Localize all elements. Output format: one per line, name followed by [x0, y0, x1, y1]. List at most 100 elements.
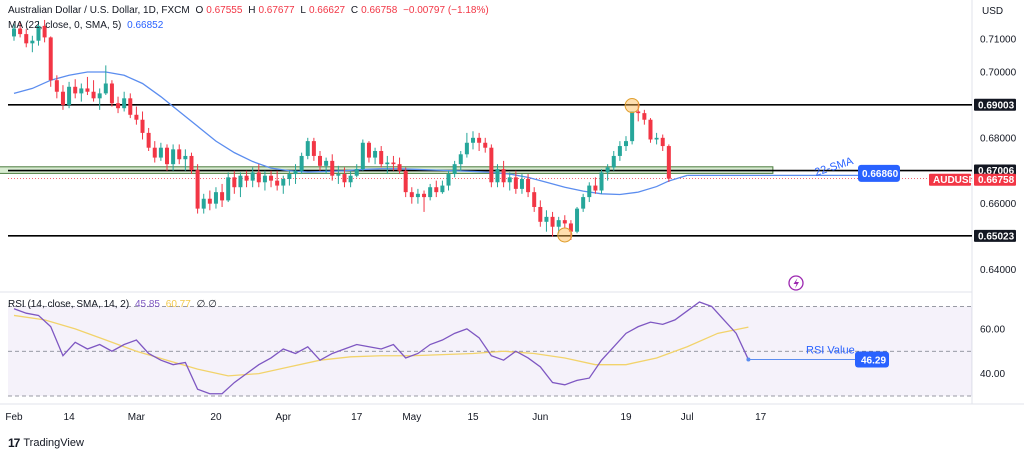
price-label-text: 0.65023: [978, 231, 1015, 242]
brand[interactable]: 17 TradingView: [8, 436, 84, 450]
chart: 0.710000.700000.690000.680000.670000.660…: [0, 0, 1024, 423]
y-tick-label: 0.64000: [980, 265, 1017, 276]
price-label-bg: [974, 164, 1016, 177]
candle-body: [116, 103, 121, 109]
rsi-line: [13, 301, 749, 395]
highlight-circle: [557, 227, 573, 243]
candle-body: [146, 132, 151, 148]
candle-body: [379, 151, 384, 165]
candle-body: [30, 40, 35, 44]
candle-body: [305, 141, 310, 156]
ma-legend: MA (22, close, 0, SMA, 5) 0.66852: [8, 20, 166, 31]
candle-body: [226, 177, 231, 201]
price-label-bg: [974, 173, 1016, 186]
close-value: 0.66758: [361, 5, 398, 16]
candle-body: [134, 114, 139, 120]
sma-line: [13, 71, 688, 196]
candle-body: [256, 172, 261, 183]
x-tick-label: May: [402, 412, 421, 423]
candle-body: [434, 187, 439, 193]
price-label-bg: [974, 229, 1016, 242]
candle-body: [287, 174, 292, 179]
candle-body: [385, 162, 390, 165]
candle-body: [238, 175, 243, 188]
candle-body: [207, 198, 212, 204]
candle-body: [526, 178, 531, 193]
price-label-text: 0.67006: [978, 166, 1015, 177]
rsi-value-label-bg: [855, 351, 889, 368]
candle-body: [281, 178, 286, 186]
candle-body: [73, 86, 78, 94]
candle-body: [140, 119, 145, 133]
lightning-icon-bolt: [793, 278, 799, 289]
candle-body: [42, 25, 47, 38]
candle-body: [471, 137, 475, 143]
brand-name: TradingView: [23, 437, 84, 449]
candle-body: [360, 142, 365, 170]
candle-body: [660, 137, 665, 147]
candle-body: [501, 169, 506, 183]
rsi-ma-line: [13, 314, 749, 377]
price-label-text: 0.66860: [862, 169, 899, 180]
candle-body: [538, 206, 543, 222]
lightning-icon-ring: [788, 275, 804, 291]
candle-body: [348, 175, 353, 183]
candle-body: [232, 177, 237, 188]
candle-body: [415, 193, 420, 198]
candle-body: [342, 174, 347, 183]
candle-body: [165, 147, 169, 165]
candle-body: [409, 192, 414, 198]
candle-body: [654, 137, 659, 140]
candle-body: [489, 147, 494, 183]
candle-body: [18, 28, 23, 35]
rsi-y-tick-label: 60.00: [980, 324, 1005, 335]
candle-body: [532, 192, 537, 207]
candle-body: [183, 155, 188, 160]
candle-body: [91, 91, 96, 99]
candle-body: [593, 185, 598, 191]
price-label-text: AUDUSD: [933, 175, 976, 186]
candle-body: [507, 177, 512, 183]
candle-body: [464, 142, 469, 155]
candle-body: [48, 37, 53, 81]
candle-body: [556, 220, 561, 227]
candle-body: [250, 172, 255, 181]
candle-body: [195, 170, 200, 209]
close-label: C: [350, 5, 359, 16]
candle-body: [397, 164, 402, 171]
candle-body: [12, 28, 16, 37]
price-label-bg: [858, 164, 900, 182]
rsi-annotation: RSI Value: [806, 345, 855, 357]
x-tick-label: Apr: [275, 412, 291, 423]
lightning-icon: [788, 275, 804, 291]
low-value: 0.66627: [308, 5, 346, 16]
candle-body: [605, 167, 610, 173]
candle-body: [366, 142, 371, 158]
candle-body: [36, 25, 41, 41]
x-tick-label: 20: [210, 412, 222, 423]
candle-body: [128, 98, 133, 115]
candle-body: [373, 151, 378, 158]
currency-label: USD: [982, 6, 1004, 17]
candle-body: [109, 83, 114, 104]
candle-body: [67, 86, 72, 105]
candle-body: [452, 164, 457, 175]
candle-body: [54, 80, 59, 92]
rsi-band-bg: [8, 306, 972, 396]
candle-body: [648, 119, 653, 140]
candle-body: [581, 197, 586, 209]
candle-body: [324, 160, 329, 166]
candle-body: [636, 111, 641, 114]
candle-body: [544, 216, 549, 222]
candle-body: [617, 146, 622, 156]
x-tick-label: 17: [351, 412, 363, 423]
candle-body: [519, 178, 524, 189]
rsi-value: 45.85: [134, 299, 160, 310]
price-label-text: 0.69003: [978, 100, 1015, 111]
candle-body: [336, 174, 341, 176]
candle-body: [611, 155, 616, 168]
candle-body: [550, 216, 555, 227]
change-value: −0.00797 (−1.18%): [403, 5, 489, 16]
rsi-y-tick-label: 40.00: [980, 369, 1005, 380]
candle-body: [599, 172, 604, 191]
